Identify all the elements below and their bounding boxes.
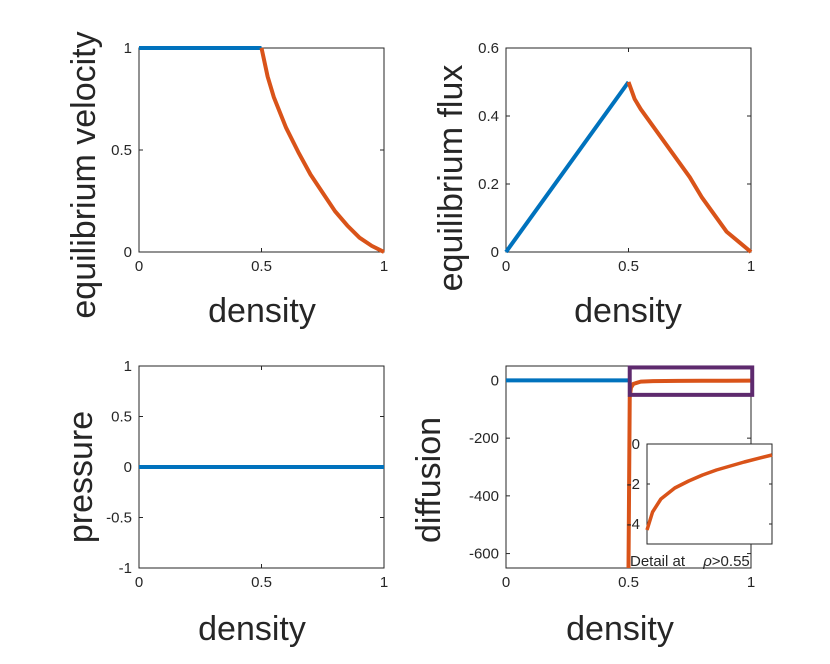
velocity-axes-frame [138, 47, 385, 253]
pressure-ytick-label: -1 [119, 560, 132, 577]
diffusion-xlabel: density [566, 610, 674, 648]
flux-ytick-label: 0.4 [478, 108, 499, 125]
inset-ytick-label: 0 [632, 436, 640, 453]
diffusion-xtick-label: 0.5 [618, 574, 639, 591]
flux-plot-area: 0 0.5 1 0 0.2 0.4 0.6 [478, 40, 755, 275]
inset-label-rho: ρ [702, 553, 712, 570]
diffusion-ytick-label: -600 [469, 546, 499, 563]
diffusion-ytick-label: -400 [469, 488, 499, 505]
diffusion-ylabel: diffusion [410, 417, 448, 543]
inset-label-suffix: >0.55 [712, 553, 750, 570]
flux-series-congested [626, 81, 753, 254]
inset-ytick-label: -4 [627, 516, 640, 533]
inset-label: Detail at ρ>0.55 [630, 553, 750, 570]
pressure-ylabel: pressure [62, 411, 100, 543]
inset-series-detail [645, 453, 773, 531]
diffusion-inset: -4 -2 0 Detail at ρ>0.55 [627, 436, 773, 570]
velocity-panel: 0 0.5 1 0 0.5 1 equilibrium velocity density [65, 31, 388, 330]
pressure-ytick-label: 0.5 [111, 409, 132, 426]
flux-panel: 0 0.5 1 0 0.2 0.4 0.6 equilibrium flux density [432, 40, 755, 330]
pressure-panel: 0 0.5 1 -1 -0.5 0 0.5 1 pressure density [62, 358, 388, 648]
flux-xtick-label: 0.5 [618, 258, 639, 275]
velocity-xtick-label: 0.5 [251, 258, 272, 275]
pressure-xtick-label: 0.5 [251, 574, 272, 591]
flux-ylabel: equilibrium flux [432, 65, 470, 292]
pressure-ytick-label: -0.5 [106, 510, 132, 527]
flux-ytick-label: 0.2 [478, 176, 499, 193]
velocity-ytick-label: 1 [124, 40, 132, 57]
velocity-ytick-label: 0.5 [111, 142, 132, 159]
flux-series-free-flow [504, 80, 631, 254]
flux-ytick-label: 0.6 [478, 40, 499, 57]
diffusion-highlight-box [627, 365, 755, 397]
velocity-xtick-label: 1 [380, 258, 388, 275]
velocity-xlabel: density [208, 292, 316, 330]
inset-plot-area: -4 -2 0 [627, 436, 773, 545]
velocity-plot-area: 0 0.5 1 0 0.5 1 [111, 40, 388, 275]
inset-ytick-label: -2 [627, 476, 640, 493]
velocity-xtick-label: 0 [135, 258, 143, 275]
flux-xtick-label: 0 [502, 258, 510, 275]
pressure-ytick-label: 0 [124, 459, 132, 476]
velocity-ylabel: equilibrium velocity [65, 31, 103, 318]
pressure-xtick-label: 0 [135, 574, 143, 591]
diffusion-ytick-label: 0 [491, 372, 499, 389]
inset-label-prefix: Detail at [630, 553, 689, 570]
velocity-series-congested [259, 47, 385, 254]
diffusion-ytick-label: -200 [469, 430, 499, 447]
pressure-xlabel: density [198, 610, 306, 648]
flux-xlabel: density [574, 292, 682, 330]
pressure-xtick-label: 1 [380, 574, 388, 591]
diffusion-xtick-label: 0 [502, 574, 510, 591]
flux-xtick-label: 1 [747, 258, 755, 275]
pressure-plot-area: 0 0.5 1 -1 -0.5 0 0.5 1 [106, 358, 388, 591]
flux-axes-frame [505, 47, 752, 253]
velocity-ytick-label: 0 [124, 244, 132, 261]
diffusion-xtick-label: 1 [747, 574, 755, 591]
flux-ytick-label: 0 [491, 244, 499, 261]
pressure-ytick-label: 1 [124, 358, 132, 375]
